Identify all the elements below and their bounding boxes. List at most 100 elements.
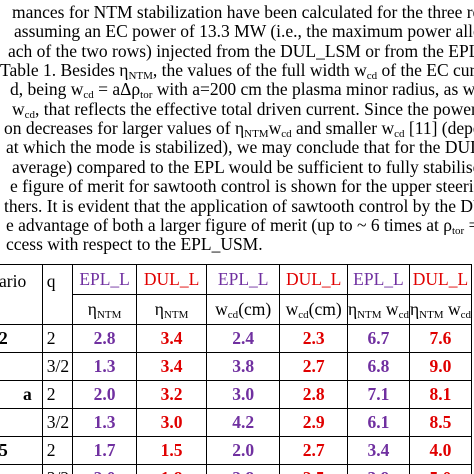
text-segment: = aΔρ: [93, 79, 141, 100]
value-cell: 1.8: [136, 464, 208, 474]
scenario-cell: [0, 464, 43, 474]
scenario-cell: 5: [0, 436, 43, 465]
value-cell: 3.0: [206, 380, 281, 409]
text-segment: e figure of merit for sawtooth control i…: [10, 176, 474, 197]
value-cell: 3.4: [136, 324, 208, 353]
data-row: a 2 2.0 3.2 3.0 2.8 7.1 8.1: [0, 380, 473, 409]
text-line: e figure of merit for sawtooth control i…: [10, 176, 474, 196]
subheader-cell: wcd(cm): [206, 294, 281, 325]
subheader-cell: ηNTM wcd: [346, 294, 410, 325]
value-cell: 2.8: [206, 464, 281, 474]
header-cell: DUL_L: [279, 264, 348, 295]
value-cell: 2.7: [279, 436, 348, 465]
text-segment: and smaller w: [291, 118, 395, 139]
q-cell: 3/2: [41, 408, 74, 437]
text-line: d, being wcd = aΔρtor with a=200 cm the …: [10, 79, 474, 102]
scenario-cell: [0, 408, 43, 437]
subheader-subscript: cd: [298, 309, 309, 321]
text-line: ach of the two rows) injected from the D…: [8, 41, 474, 61]
text-subscript: cd: [281, 128, 292, 141]
text-line: at which the mode is stabilized), we may…: [6, 137, 474, 157]
subheader-cell: wcd(cm): [279, 294, 348, 325]
value-cell: 3.4: [136, 352, 208, 381]
text-segment: e advantage of both a larger figure of m…: [6, 214, 452, 235]
text-subscript: cd: [394, 128, 405, 141]
value-cell: 6.7: [346, 324, 410, 353]
data-row: 222.83.42.42.36.77.6: [0, 324, 473, 353]
subheader-subscript: NTM: [96, 309, 122, 321]
header-cell: DUL_L: [408, 264, 473, 295]
scenario-cell: a: [0, 380, 43, 409]
subheader-segment: w: [381, 299, 399, 319]
value-cell: 4.2: [206, 408, 281, 437]
value-cell: 1.5: [136, 436, 208, 465]
value-cell: 6.8: [346, 352, 410, 381]
text-segment: , that reflects the effective total driv…: [35, 98, 474, 119]
text-segment: thers. It is evident that the applicatio…: [4, 195, 474, 216]
value-cell: 9.0: [408, 352, 473, 381]
value-cell: 1.7: [72, 436, 138, 465]
value-cell: 3.9: [346, 464, 410, 474]
subheader-subscript: cd: [398, 309, 409, 321]
subheader-segment: w: [215, 299, 228, 319]
text-subscript: NTM: [244, 128, 269, 141]
header-cell: ario: [0, 264, 43, 325]
text-segment: of the EC current p: [381, 60, 474, 81]
value-cell: 4.0: [408, 436, 473, 465]
text-line: e advantage of both a larger figure of m…: [6, 214, 474, 237]
data-row: 3/2 1.3 3.4 3.8 2.7 6.8 9.0: [0, 352, 473, 381]
subheader-segment: (cm): [308, 299, 342, 319]
q-cell: 2: [41, 324, 74, 353]
value-cell: 2.5: [279, 464, 348, 474]
text-line: thers. It is evident that the applicatio…: [4, 196, 474, 216]
value-cell: 3.0: [136, 408, 208, 437]
value-cell: 2.8: [279, 380, 348, 409]
value-cell: 2.0: [72, 380, 138, 409]
subheader-segment: w: [285, 299, 299, 319]
value-cell: 2.3: [279, 324, 348, 353]
value-cell: 1.3: [72, 408, 138, 437]
value-cell: 7.1: [346, 380, 410, 409]
text-line: assuming an EC power of 13.3 MW (i.e., t…: [14, 21, 474, 41]
text-segment: Table 1. Besides η: [0, 60, 129, 81]
data-row: 3/22.01.82.82.53.95.0: [0, 464, 473, 474]
text-subscript: tor: [452, 224, 465, 237]
text-segment: w: [268, 118, 282, 139]
text-segment: ccess with respect to the EPL_USM.: [6, 234, 263, 255]
text-segment: ach of the two rows) injected from the D…: [8, 40, 474, 61]
q-cell: 2: [41, 380, 74, 409]
text-segment: , the values of the full width w: [152, 60, 367, 81]
value-cell: 2.0: [206, 436, 281, 465]
subheader-subscript: cd: [460, 309, 471, 321]
header-cell: q: [41, 264, 74, 325]
value-cell: 2.7: [279, 352, 348, 381]
subheader-segment: η: [154, 299, 164, 319]
text-segment: =0.3) ar: [468, 214, 474, 235]
value-cell: 3.2: [136, 380, 208, 409]
subheader-subscript: NTM: [163, 309, 189, 321]
value-cell: 1.3: [72, 352, 138, 381]
header-cell: EPL_L: [346, 264, 410, 295]
text-subscript: NTM: [128, 70, 153, 83]
value-cell: 3.8: [206, 352, 281, 381]
text-line: on decreases for larger values of ηNTMwc…: [4, 118, 474, 141]
text-subscript: cd: [24, 108, 36, 121]
results-table: ario q EPL_L DUL_L EPL_L DUL_L EPL_L DUL_L ηNTM η…: [0, 264, 473, 474]
text-segment: average) compared to the EPL would be su…: [12, 156, 474, 177]
subheader-cell: ηNTM: [72, 294, 138, 325]
scenario-cell: [0, 352, 43, 381]
subheader-cell: ηNTM wcd: [408, 294, 473, 325]
subheader-subscript: cd: [227, 309, 239, 321]
header-cell: EPL_L: [72, 264, 138, 295]
value-cell: 2.4: [206, 324, 281, 353]
text-line: ccess with respect to the EPL_USM.: [6, 234, 263, 254]
text-line: Table 1. Besides ηNTM, the values of the…: [0, 60, 474, 83]
scenario-cell: 2: [0, 324, 43, 353]
text-segment: at which the mode is stabilized), we may…: [6, 137, 474, 158]
text-subscript: cd: [83, 89, 94, 102]
subheader-subscript: NTM: [357, 309, 382, 321]
text-line: mances for NTM stabilization have been c…: [12, 2, 474, 22]
q-cell: 2: [41, 436, 74, 465]
value-cell: 7.6: [408, 324, 473, 353]
